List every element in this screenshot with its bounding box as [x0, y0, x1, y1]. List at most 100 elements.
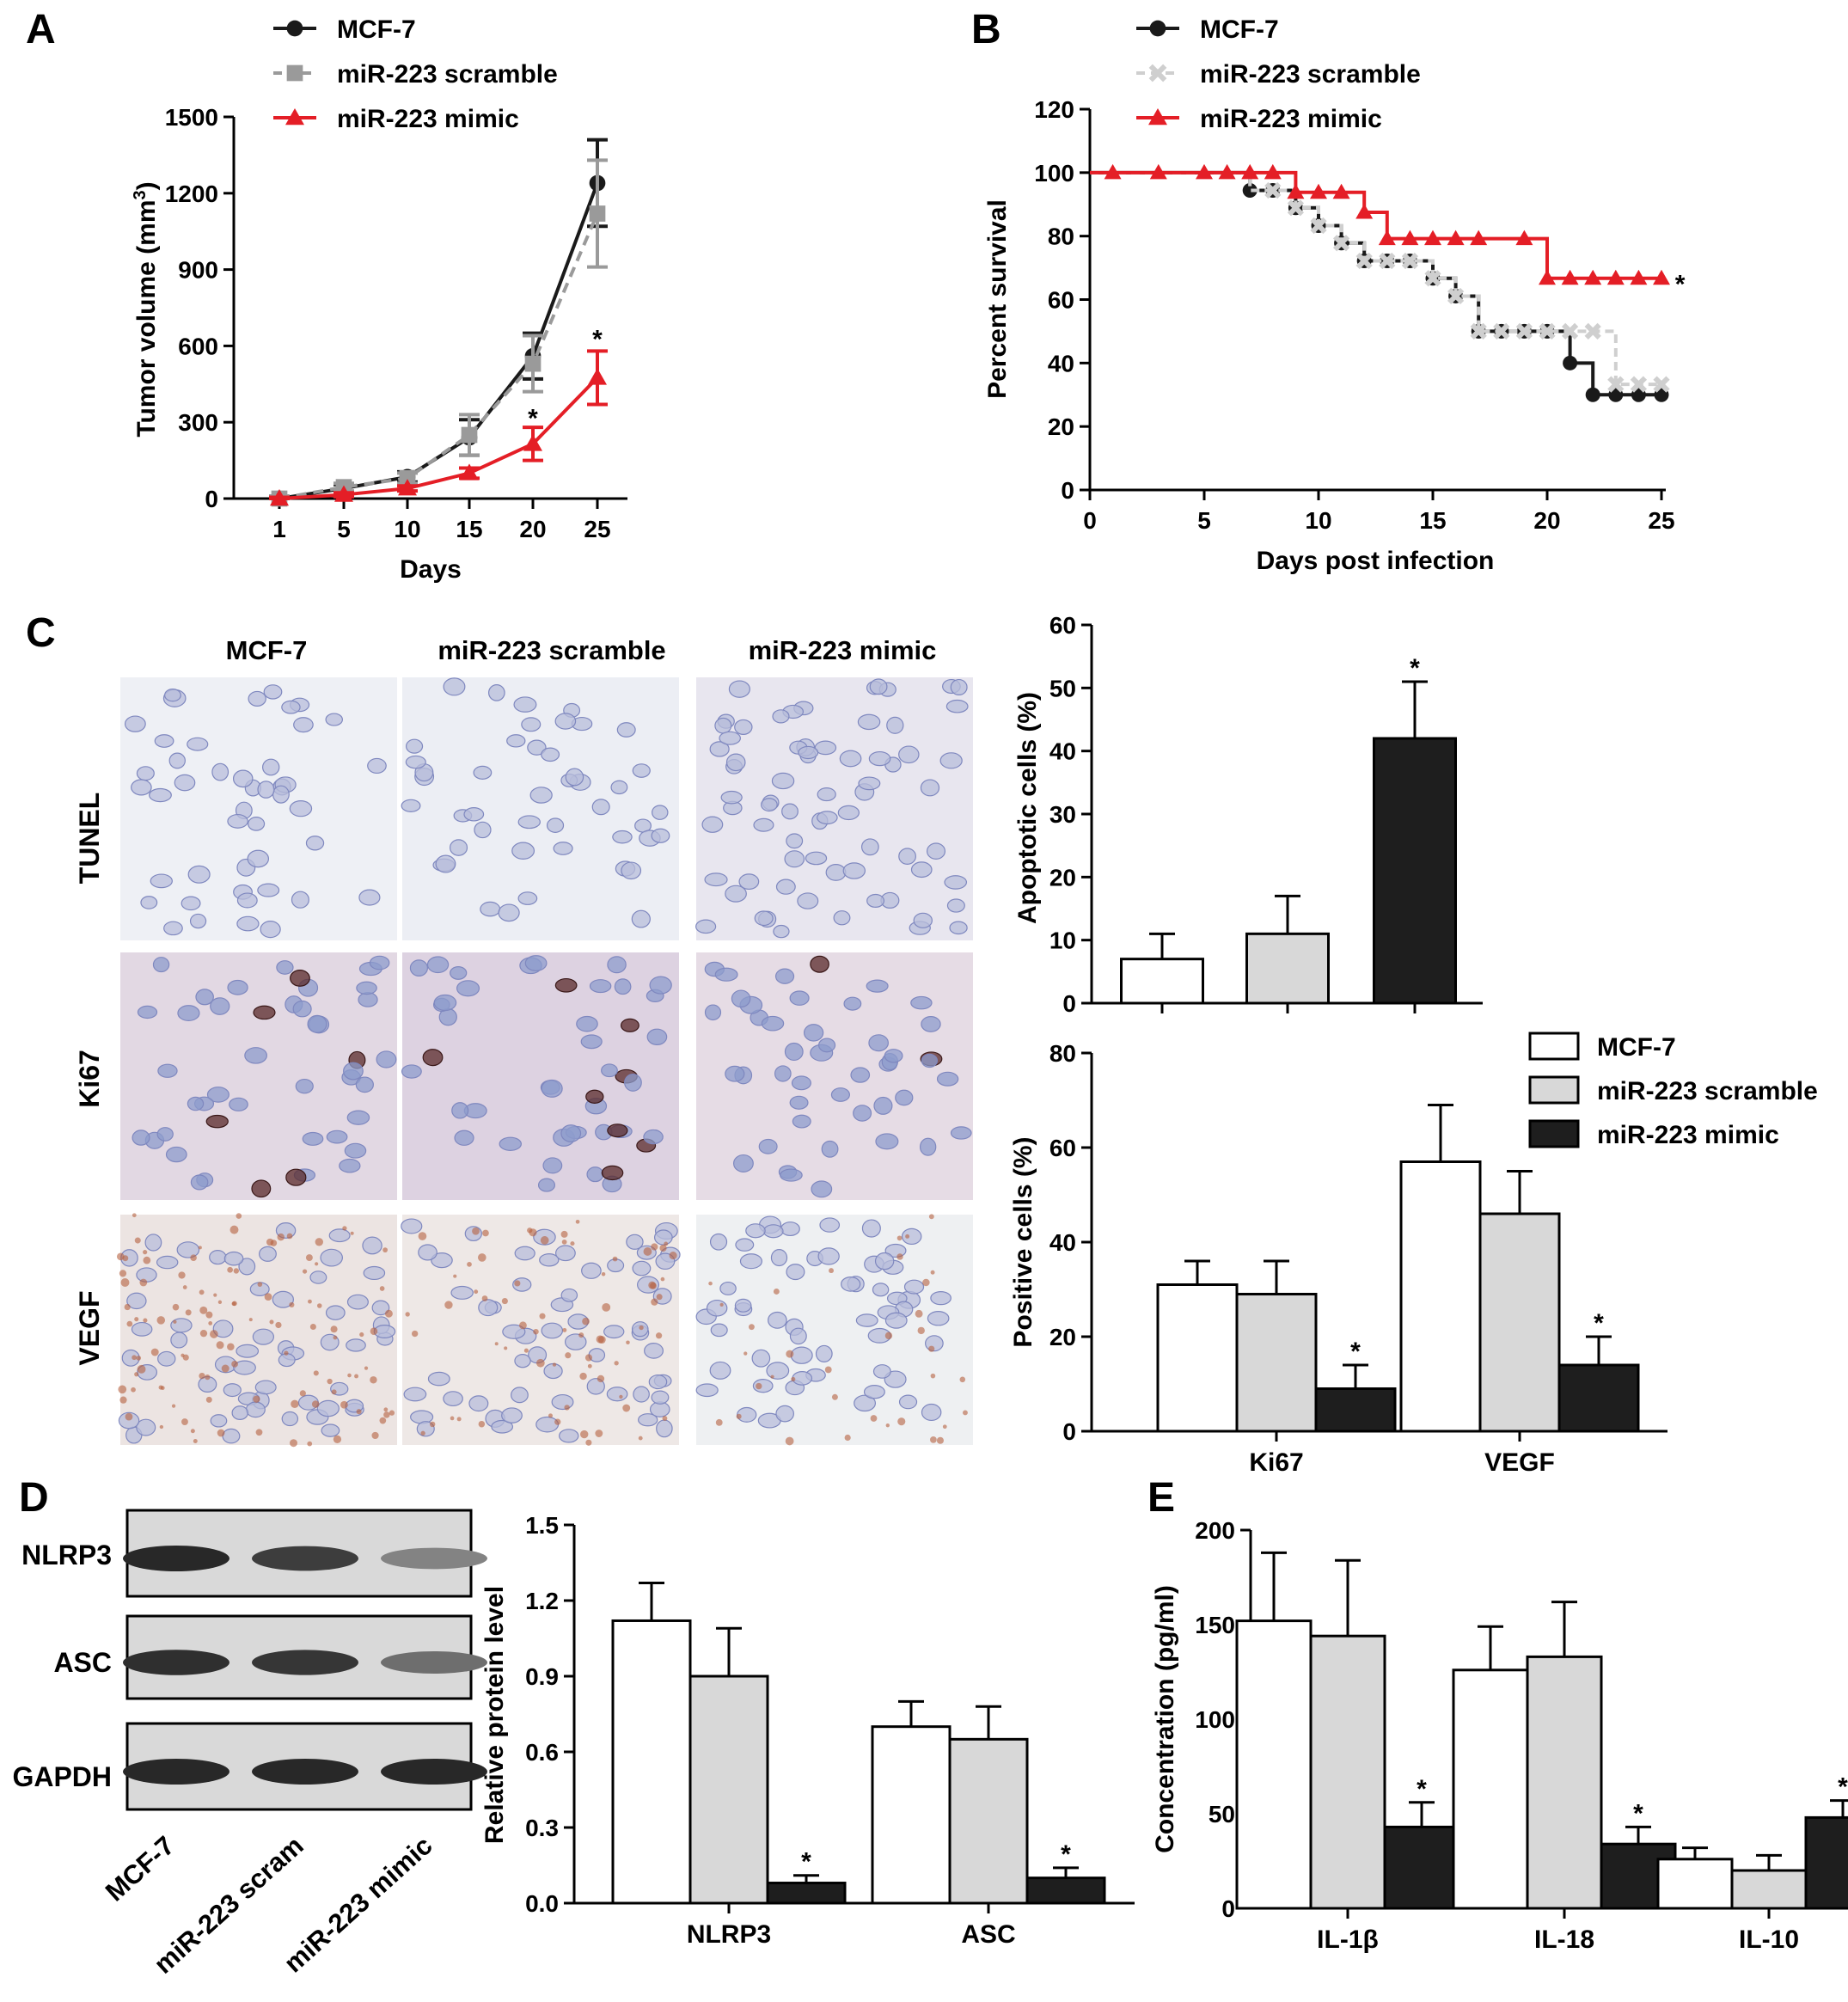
- cell-nucleus: [913, 912, 933, 928]
- cell-nucleus: [238, 1258, 256, 1276]
- cell-nucleus: [554, 1245, 576, 1262]
- vegf-stain: [299, 1390, 306, 1397]
- cell-nucleus: [144, 1234, 162, 1252]
- vegf-stain: [359, 1332, 364, 1338]
- cell-nucleus: [612, 830, 633, 844]
- vegf-stain: [619, 1394, 623, 1399]
- vegf-stain: [302, 1269, 308, 1274]
- cell-nucleus: [506, 734, 526, 748]
- x-tick-label: 15: [1419, 507, 1446, 534]
- cell-nucleus: [168, 752, 186, 769]
- cell-nucleus: [758, 1138, 778, 1154]
- blot-label-gapdh: GAPDH: [12, 1761, 112, 1792]
- vegf-stain: [131, 1387, 136, 1393]
- vegf-stain: [125, 1412, 133, 1421]
- vegf-stain: [562, 1327, 567, 1332]
- cell-nucleus: [245, 1401, 266, 1418]
- significance-star: *: [528, 404, 538, 432]
- vegf-stain: [137, 1364, 146, 1374]
- y-tick-label: 20: [1049, 864, 1076, 891]
- bar: [1478, 1212, 1561, 1433]
- survival-marker: [1264, 181, 1282, 199]
- cell-nucleus: [511, 842, 535, 860]
- cell-nucleus: [343, 1062, 364, 1081]
- vegf-stain: [831, 1393, 838, 1400]
- micrograph-0-0: [120, 677, 397, 940]
- micrograph-1-0: [120, 952, 397, 1200]
- cell-nucleus: [211, 762, 229, 781]
- x-category-label: ASC: [961, 1920, 1015, 1949]
- cell-nucleus: [524, 955, 548, 971]
- legend-label: MCF-7: [337, 15, 416, 44]
- legend-swatch: [1528, 1075, 1580, 1105]
- vegf-stain: [561, 1239, 567, 1245]
- cell-nucleus: [244, 1047, 267, 1064]
- data-point: [461, 426, 478, 444]
- cell-nucleus: [926, 842, 946, 860]
- vegf-stain: [116, 1252, 125, 1261]
- cell-nucleus: [181, 896, 201, 911]
- data-point: [398, 479, 417, 496]
- cell-nucleus: [720, 790, 743, 805]
- cell-nucleus: [656, 1419, 673, 1438]
- cell-nucleus: [223, 1251, 244, 1266]
- cell-nucleus: [754, 910, 774, 927]
- cell-nucleus: [858, 776, 881, 791]
- survival-marker: [1424, 230, 1441, 246]
- x-tick-label: 25: [584, 516, 610, 542]
- significance-star: *: [1350, 1338, 1361, 1366]
- vegf-stain: [118, 1385, 127, 1394]
- vegf-stain: [379, 1417, 387, 1424]
- cell-nucleus: [797, 892, 819, 909]
- cell-nucleus: [739, 1253, 763, 1270]
- cell-nucleus: [422, 1049, 444, 1067]
- cell-nucleus: [781, 803, 799, 820]
- y-tick-label: 50: [1049, 675, 1076, 701]
- vegf-stain: [570, 1241, 575, 1246]
- cell-nucleus: [725, 753, 746, 772]
- vegf-stain: [120, 1278, 130, 1287]
- vegf-stain: [307, 1441, 313, 1447]
- survival-marker-stroke-b: [1470, 322, 1487, 340]
- y-tick-label: 1200: [165, 181, 218, 207]
- micrograph-1-1: [401, 952, 679, 1200]
- vegf-stain: [578, 1332, 584, 1338]
- cell-nucleus: [320, 1248, 343, 1267]
- vegf-stain: [514, 1280, 521, 1287]
- cell-nucleus: [210, 997, 230, 1015]
- vegf-stain: [523, 1348, 529, 1353]
- cell-nucleus: [480, 901, 501, 917]
- survival-marker: [1515, 322, 1533, 340]
- vegf-stain: [333, 1435, 342, 1444]
- legend-swatch: [1528, 1119, 1580, 1148]
- cell-nucleus: [189, 913, 207, 929]
- cell-nucleus: [753, 817, 774, 832]
- survival-marker-stroke-b: [1310, 217, 1327, 235]
- vegf-stain: [626, 1340, 630, 1345]
- cell-nucleus: [435, 854, 456, 873]
- bar: [1235, 1293, 1318, 1433]
- vegf-stain: [560, 1230, 568, 1238]
- vegf-stain: [119, 1270, 127, 1277]
- cell-nucleus: [863, 1385, 885, 1399]
- y-tick-label: 0: [1062, 990, 1076, 1017]
- cell-nucleus: [206, 1087, 229, 1103]
- cell-nucleus: [401, 1064, 422, 1079]
- cell-nucleus: [473, 765, 493, 780]
- cell-nucleus: [784, 1042, 804, 1062]
- cell-nucleus: [774, 1065, 792, 1082]
- vegf-stain: [305, 1254, 313, 1261]
- cell-nucleus: [236, 1344, 260, 1358]
- vegf-stain: [190, 1429, 195, 1434]
- vegf-stain: [743, 1351, 748, 1356]
- y-tick-label: 100: [1034, 160, 1074, 187]
- survival-marker: [1584, 322, 1601, 340]
- cell-nucleus: [738, 873, 760, 891]
- cell-nucleus: [946, 898, 965, 913]
- cell-nucleus: [945, 699, 969, 713]
- cell-nucleus: [222, 1428, 241, 1444]
- vegf-stain: [928, 1345, 935, 1352]
- cell-nucleus: [174, 774, 196, 792]
- cell-nucleus: [346, 1110, 370, 1125]
- cell-nucleus: [606, 1387, 628, 1402]
